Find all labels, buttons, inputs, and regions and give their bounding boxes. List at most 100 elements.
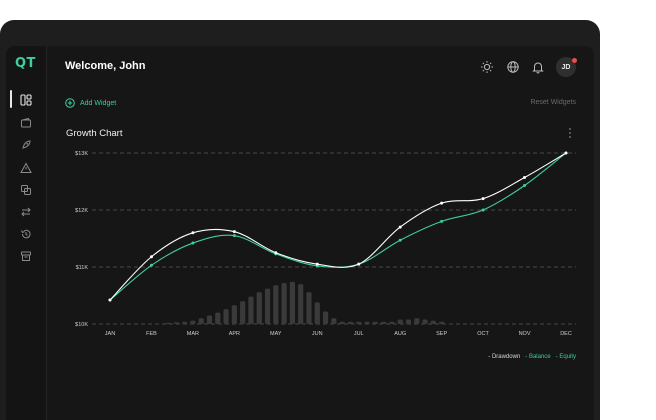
sidebar: QT — [6, 46, 47, 420]
data-point-balance[interactable] — [357, 262, 361, 266]
data-point-balance[interactable] — [108, 298, 112, 302]
drawdown-bar — [439, 321, 445, 324]
sun-icon[interactable] — [480, 60, 494, 74]
drawdown-bar — [347, 321, 354, 324]
drawdown-bar — [165, 322, 171, 324]
data-point-balance[interactable] — [274, 251, 278, 255]
main-content: Welcome, John JD Add Widget Reset Widget… — [46, 46, 594, 420]
data-point-equity[interactable] — [481, 208, 485, 212]
data-point-balance[interactable] — [481, 197, 485, 201]
legend-balance[interactable]: - Balance — [525, 354, 551, 360]
series-line-equity — [109, 152, 567, 301]
y-tick-label: $12K — [75, 208, 88, 214]
x-tick-label: AUG — [394, 331, 406, 337]
page-title: Welcome, John — [65, 60, 146, 72]
data-point-equity[interactable] — [191, 241, 195, 245]
bell-icon[interactable] — [531, 60, 545, 74]
drawdown-bar — [231, 305, 237, 324]
drawdown-bar — [389, 321, 395, 324]
x-tick-label: FEB — [146, 331, 157, 337]
chart-legend: - Drawdown - Balance - Equity — [488, 354, 576, 360]
data-point-equity[interactable] — [149, 263, 153, 267]
x-tick-label: SEP — [436, 331, 447, 337]
drawdown-bar — [414, 318, 420, 324]
wallet-icon[interactable] — [20, 117, 32, 129]
device-frame: QT — [0, 20, 600, 420]
data-point-equity[interactable] — [232, 234, 236, 238]
data-point-balance[interactable] — [523, 176, 527, 180]
active-indicator — [10, 90, 12, 108]
reset-widgets-button[interactable]: Reset Widgets — [530, 99, 576, 106]
drawdown-bar — [422, 319, 428, 324]
plus-circle-icon — [65, 98, 75, 108]
x-tick-label: JAN — [105, 331, 115, 337]
globe-icon[interactable] — [506, 60, 520, 74]
x-tick-label: APR — [229, 331, 240, 337]
y-tick-label: $10K — [75, 322, 88, 328]
x-tick-label: OCT — [477, 331, 489, 337]
series-line-balance — [109, 152, 567, 301]
drawdown-bar — [281, 282, 287, 324]
drawdown-bar — [190, 320, 196, 324]
copy-icon[interactable] — [20, 184, 32, 196]
data-point-balance[interactable] — [398, 225, 402, 229]
app-screen: QT — [6, 46, 594, 420]
transfer-icon[interactable] — [20, 206, 32, 218]
data-point-equity[interactable] — [523, 183, 527, 187]
app-logo[interactable]: QT — [15, 56, 36, 71]
data-point-balance[interactable] — [149, 255, 153, 259]
drawdown-bar — [273, 285, 279, 324]
drawdown-bar — [298, 284, 304, 324]
history-icon[interactable] — [20, 228, 32, 240]
drawdown-bar — [215, 312, 221, 324]
x-tick-label: NOV — [519, 331, 531, 337]
drawdown-bar — [256, 292, 262, 324]
y-tick-label: $13K — [75, 151, 88, 157]
data-point-equity[interactable] — [398, 238, 402, 242]
drawdown-bar — [397, 319, 403, 324]
drawdown-bar — [339, 321, 345, 324]
drawdown-bar — [248, 296, 254, 324]
drawdown-bar — [331, 318, 337, 324]
drawdown-bar — [314, 302, 320, 324]
drawdown-bar — [173, 322, 179, 324]
chart-title: Growth Chart — [66, 128, 123, 139]
data-point-balance[interactable] — [564, 151, 568, 155]
drawdown-bar — [289, 281, 295, 324]
x-tick-label: JUL — [354, 331, 364, 337]
warning-icon[interactable] — [20, 162, 32, 174]
add-widget-label: Add Widget — [80, 99, 117, 107]
dashboard-icon[interactable] — [20, 94, 32, 106]
data-point-balance[interactable] — [232, 230, 236, 234]
drawdown-bar — [206, 315, 213, 324]
data-point-equity[interactable] — [440, 219, 444, 223]
more-options-icon[interactable] — [567, 128, 573, 140]
data-point-balance[interactable] — [440, 201, 444, 205]
drawdown-bar — [372, 321, 378, 324]
drawdown-bar — [198, 318, 204, 324]
drawdown-bar — [430, 320, 436, 324]
x-tick-label: JUN — [312, 331, 323, 337]
rocket-icon[interactable] — [20, 139, 32, 151]
drawdown-bar — [356, 321, 362, 324]
notification-dot — [572, 58, 577, 63]
archive-icon[interactable] — [20, 250, 32, 262]
x-tick-label: MAR — [187, 331, 199, 337]
drawdown-bar — [264, 288, 271, 324]
growth-chart: $10K $11K $12K $13K JAN FEB MAR APR MAY JUN JUL AUG… — [75, 151, 576, 337]
x-tick-label: MAY — [270, 331, 282, 337]
data-point-balance[interactable] — [191, 231, 195, 235]
avatar[interactable]: JD — [556, 57, 576, 77]
add-widget-button[interactable]: Add Widget — [65, 98, 116, 108]
drawdown-bar — [322, 311, 329, 324]
y-tick-label: $11K — [76, 265, 89, 271]
data-point-balance[interactable] — [315, 262, 319, 266]
drawdown-bar — [405, 319, 412, 324]
drawdown-bar — [381, 321, 387, 324]
legend-drawdown[interactable]: - Drawdown — [488, 354, 521, 360]
x-tick-label: DEC — [560, 331, 572, 337]
drawdown-bar — [223, 309, 229, 324]
drawdown-bar — [240, 301, 246, 324]
drawdown-bar — [364, 321, 370, 324]
legend-equity[interactable]: - Equity — [555, 354, 576, 360]
